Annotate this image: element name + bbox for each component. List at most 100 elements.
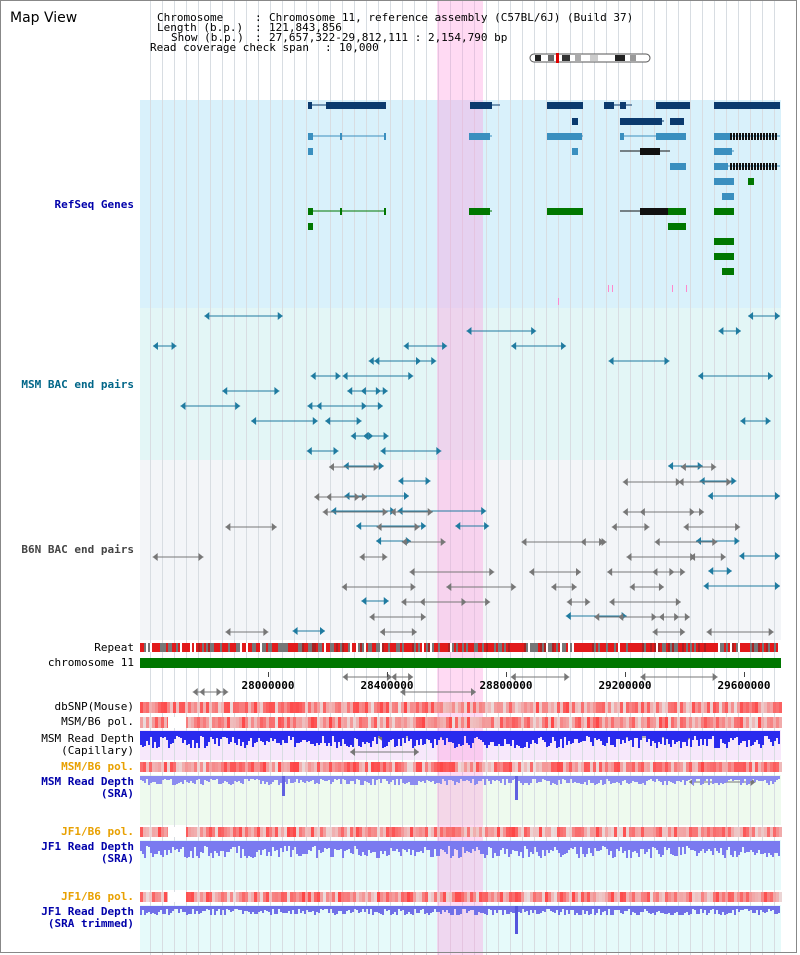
pol-cell xyxy=(314,702,317,713)
pol-cell xyxy=(569,762,572,772)
gene-exon xyxy=(745,163,747,170)
repeat-segment xyxy=(612,643,614,652)
repeat-segment xyxy=(448,643,450,652)
depth-bar xyxy=(664,776,666,781)
chromosome-ideogram[interactable] xyxy=(529,53,651,63)
pol-cell xyxy=(191,827,194,837)
pol-cell xyxy=(194,827,197,837)
depth-bar xyxy=(206,906,208,909)
depth-bar xyxy=(178,841,180,852)
pol-cell xyxy=(194,762,197,772)
depth-bar xyxy=(402,776,404,783)
depth-bar xyxy=(758,776,760,781)
depth-bar xyxy=(626,776,628,783)
depth-bar xyxy=(420,841,422,851)
msm-bac-end xyxy=(775,552,780,560)
depth-bar xyxy=(154,731,156,742)
colon-4: : xyxy=(325,41,332,54)
pol-cell xyxy=(314,827,317,837)
pol-cell xyxy=(659,762,662,772)
pol-cell xyxy=(359,702,362,713)
depth-bar xyxy=(372,731,374,741)
depth-bar xyxy=(560,776,562,784)
pol-cell xyxy=(467,827,470,837)
pol-cell xyxy=(320,827,323,837)
pol-cell xyxy=(644,892,647,902)
repeat-segment xyxy=(568,643,570,652)
depth-bar xyxy=(422,731,424,745)
pol-gap xyxy=(168,892,186,902)
depth-bar xyxy=(440,906,442,914)
pol-cell xyxy=(368,762,371,772)
pol-cell xyxy=(692,762,695,772)
depth-bar xyxy=(464,841,466,853)
pol-cell xyxy=(356,892,359,902)
repeat-segment xyxy=(468,643,470,652)
depth-bar xyxy=(492,776,494,780)
repeat-segment xyxy=(440,643,442,652)
depth-bar xyxy=(396,731,398,746)
pol-cell xyxy=(512,702,515,713)
pol-cell xyxy=(770,702,773,713)
depth-bar xyxy=(464,906,466,909)
pol-cell xyxy=(614,717,617,728)
depth-bar xyxy=(376,731,378,744)
depth-bar xyxy=(534,841,536,847)
depth-bar xyxy=(572,776,574,783)
pol-cell xyxy=(443,827,446,837)
depth-bar xyxy=(490,731,492,742)
repeat-segment xyxy=(506,643,508,652)
msm-bac-end xyxy=(335,372,341,380)
repeat-segment xyxy=(604,643,606,652)
repeat-segment xyxy=(746,643,748,652)
depth-bar xyxy=(480,906,482,913)
depth-bar xyxy=(734,776,736,780)
depth-bar xyxy=(142,776,144,781)
depth-bar xyxy=(288,906,290,911)
depth-bar xyxy=(498,776,500,781)
depth-bar xyxy=(732,776,734,781)
depth-bar xyxy=(716,841,718,851)
depth-bar xyxy=(698,841,700,853)
depth-bar xyxy=(372,841,374,852)
depth-bar xyxy=(412,776,414,785)
depth-bar xyxy=(716,731,718,748)
pol-cell xyxy=(410,827,413,837)
depth-bar xyxy=(350,776,352,781)
depth-bar xyxy=(308,906,310,912)
repeat-segment xyxy=(304,643,306,652)
pol-cell xyxy=(461,827,464,837)
pol-cell xyxy=(710,702,713,713)
selected-region-highlight[interactable] xyxy=(437,0,483,955)
depth-bar xyxy=(486,731,488,748)
pol-cell xyxy=(275,702,278,713)
pol-cell xyxy=(428,892,431,902)
repeat-segment xyxy=(656,643,658,652)
repeat-segment xyxy=(412,643,414,652)
pol-cell xyxy=(722,702,725,713)
depth-bar xyxy=(762,731,764,745)
pol-cell xyxy=(656,762,659,772)
pol-cell xyxy=(572,827,575,837)
depth-bar xyxy=(448,776,450,780)
depth-bar xyxy=(268,731,270,742)
axis-tick-mark xyxy=(268,672,269,677)
repeat-segment xyxy=(520,643,522,652)
depth-bar xyxy=(150,906,152,914)
pol-cell xyxy=(215,827,218,837)
depth-bar xyxy=(728,906,730,913)
depth-bar xyxy=(452,731,454,743)
depth-bar xyxy=(512,906,514,913)
pol-cell xyxy=(767,717,770,728)
depth-bar xyxy=(316,906,318,912)
depth-bar xyxy=(280,731,282,745)
depth-bar xyxy=(594,841,596,848)
pol-cell xyxy=(209,762,212,772)
b6n-bac-end xyxy=(342,673,348,681)
depth-bar xyxy=(270,776,272,784)
depth-bar xyxy=(608,906,610,909)
msm-bac-end xyxy=(397,507,403,515)
depth-bar xyxy=(694,906,696,910)
pol-cell xyxy=(746,892,749,902)
depth-bar xyxy=(182,731,184,743)
